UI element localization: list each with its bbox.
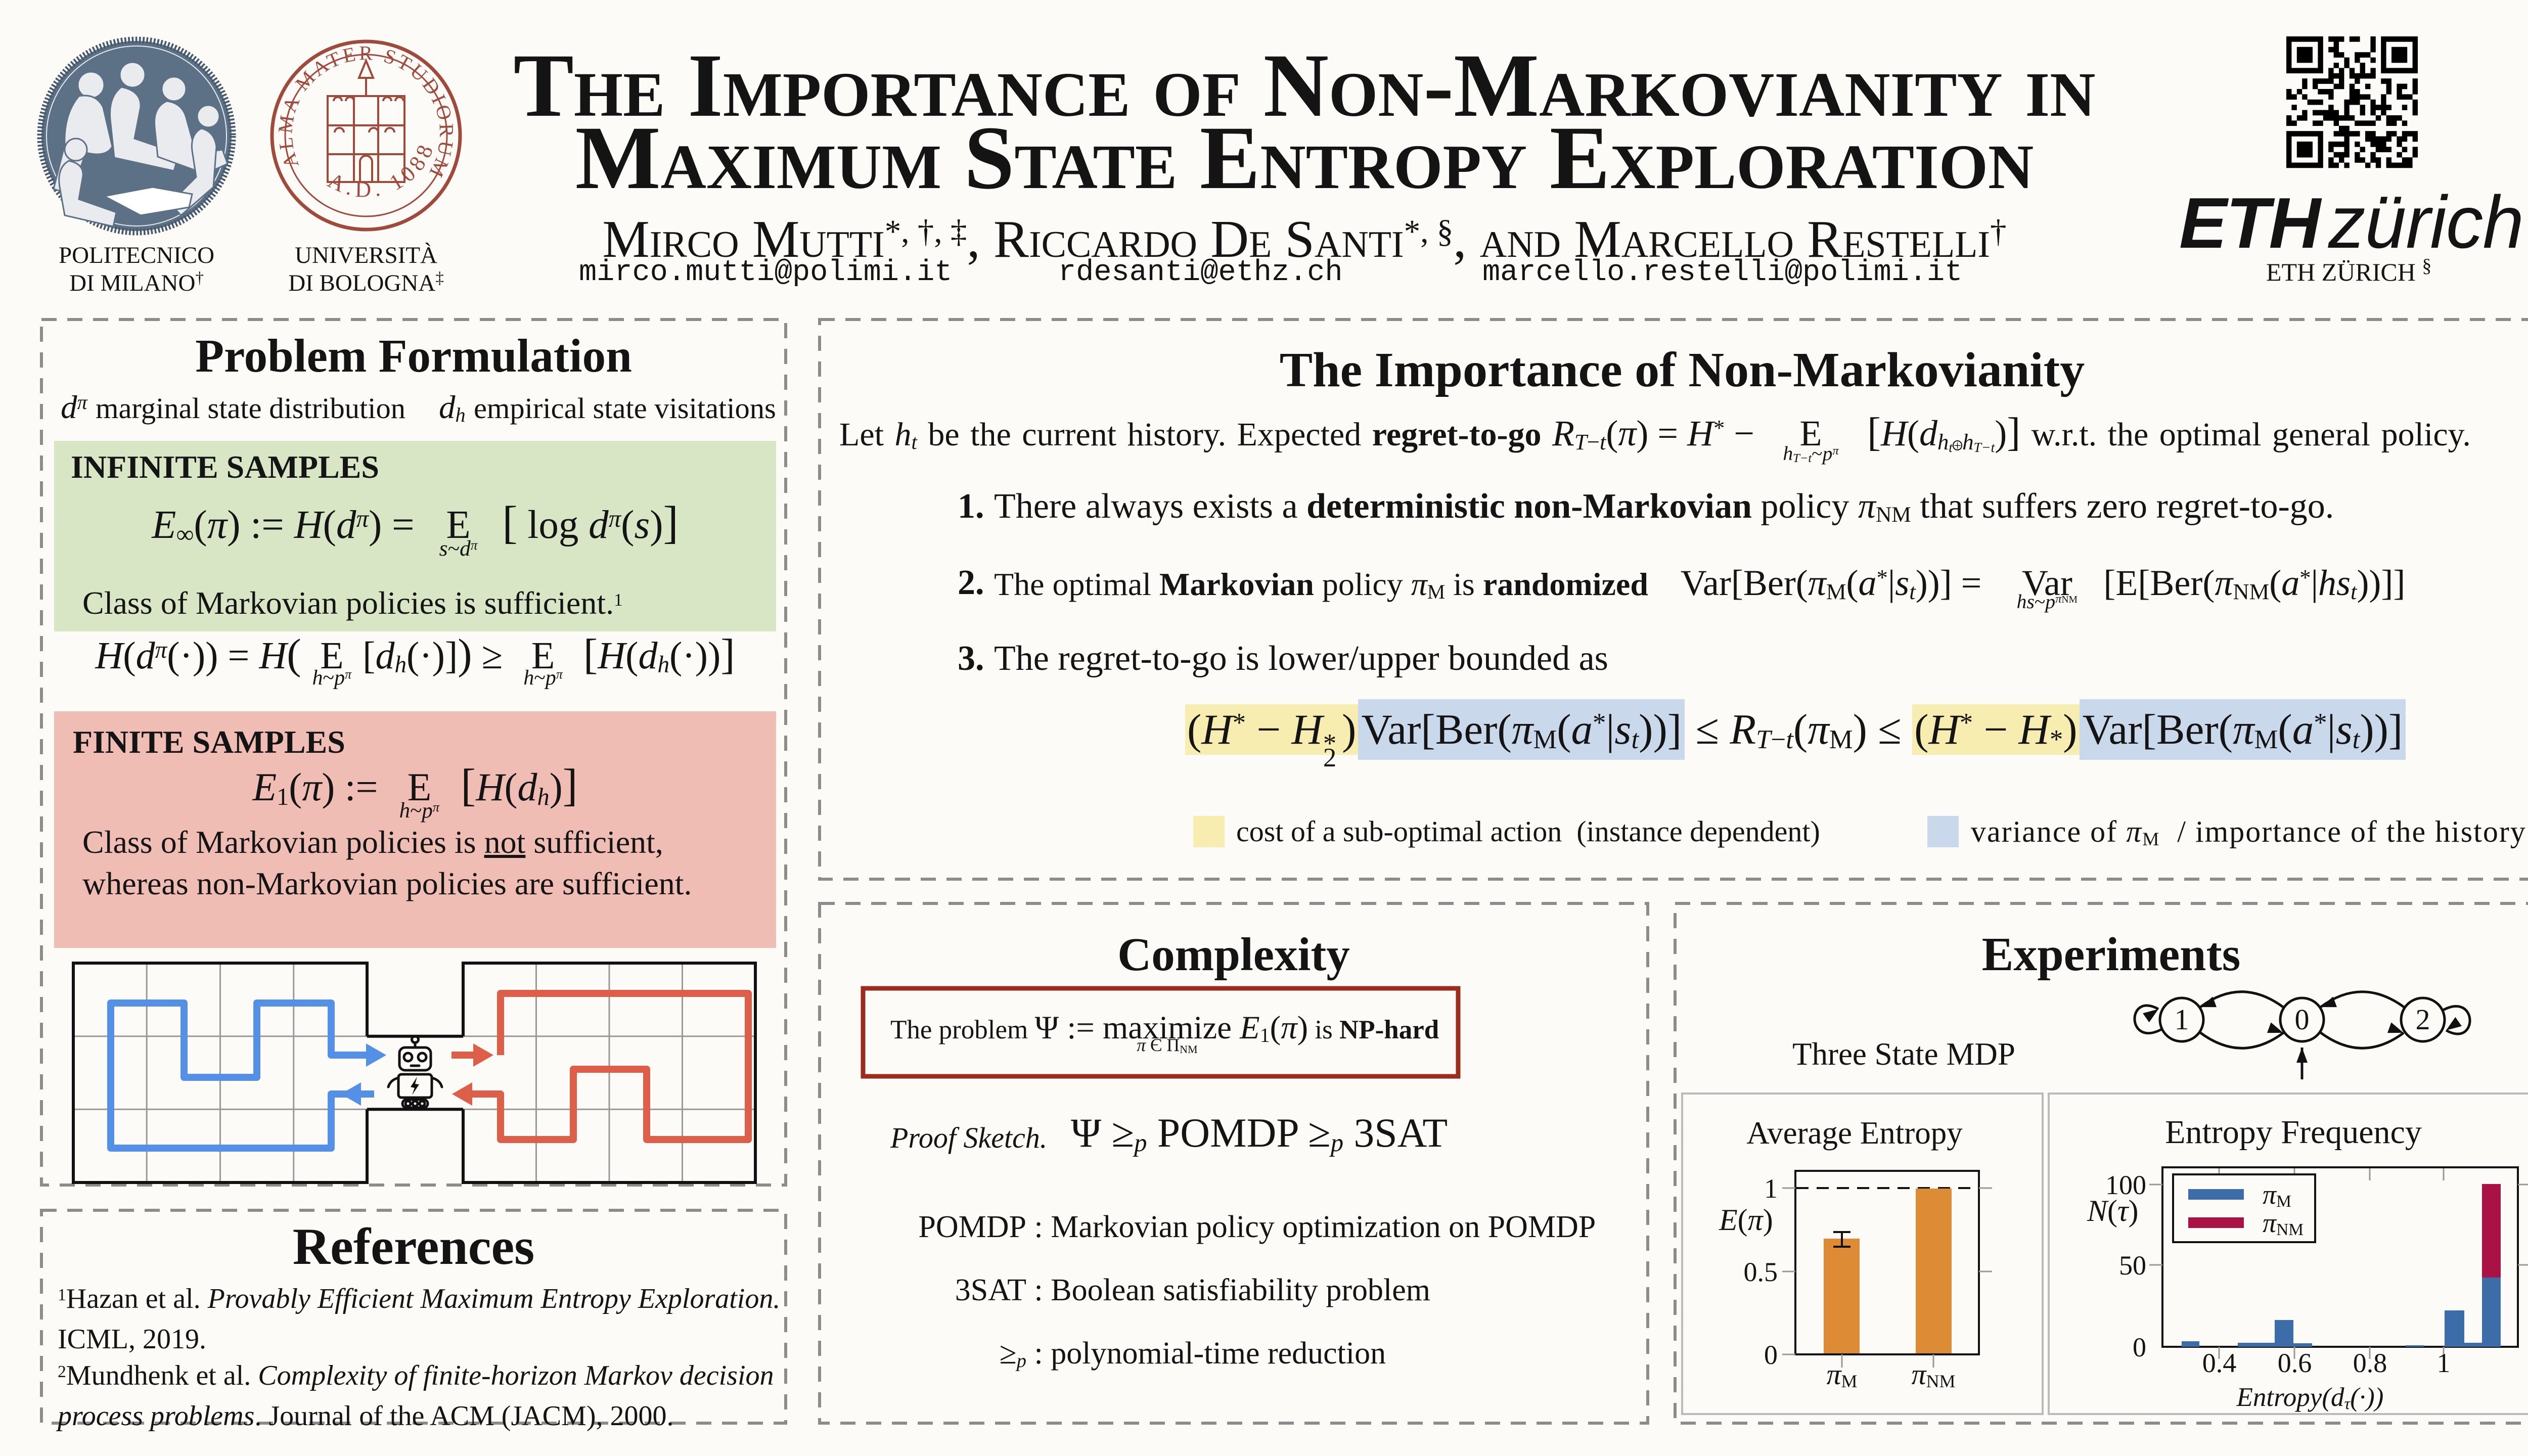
svg-text:A.D. 1088: A.D. 1088 xyxy=(324,138,439,202)
